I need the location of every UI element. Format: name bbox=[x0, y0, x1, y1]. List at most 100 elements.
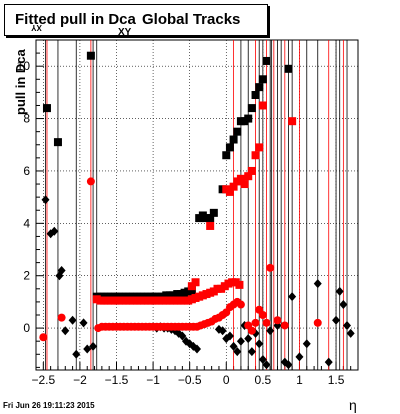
y-tick-label: 2 bbox=[23, 269, 30, 283]
data-point-diamond bbox=[225, 331, 234, 341]
data-point-circle bbox=[247, 326, 256, 335]
x-axis-label: η bbox=[349, 397, 357, 413]
x-tick-label: −1 bbox=[146, 373, 160, 387]
data-point-square bbox=[229, 182, 238, 191]
y-tick-label: 6 bbox=[23, 164, 30, 178]
data-point-diamond bbox=[335, 286, 344, 296]
title-rest: Global Tracks bbox=[142, 11, 241, 28]
data-point-diamond bbox=[233, 347, 242, 357]
data-point-square bbox=[284, 64, 293, 73]
data-point-diamond bbox=[258, 355, 267, 365]
data-point-square bbox=[258, 75, 267, 84]
data-point-diamond bbox=[72, 349, 81, 359]
y-tick-label: 8 bbox=[23, 112, 30, 126]
data-point-diamond bbox=[178, 331, 187, 341]
data-point-diamond bbox=[346, 328, 355, 338]
data-point-square bbox=[244, 172, 253, 181]
timestamp-footer: Fri Jun 26 19:11:23 2015 bbox=[3, 401, 95, 410]
data-point-square bbox=[236, 174, 245, 183]
x-tick-label: −1.5 bbox=[105, 373, 129, 387]
data-point-square bbox=[191, 278, 200, 287]
y-tick-label: 0 bbox=[23, 321, 30, 335]
data-point-diamond bbox=[50, 226, 59, 236]
data-point-diamond bbox=[218, 326, 227, 336]
data-point-circle bbox=[262, 318, 271, 327]
data-point-diamond bbox=[89, 341, 98, 351]
data-point-circle bbox=[39, 333, 48, 342]
data-point-square bbox=[209, 208, 218, 217]
title-main: Fitted pull in Dca bbox=[15, 11, 136, 28]
data-point-diamond bbox=[332, 315, 341, 325]
x-tick-label: 0 bbox=[223, 373, 230, 387]
data-point-circle bbox=[313, 318, 322, 327]
plot-frame bbox=[35, 39, 359, 371]
data-point-square bbox=[235, 280, 244, 289]
data-point-square bbox=[206, 214, 215, 223]
y-axis-label-wrap: pull in Dca XY bbox=[12, 23, 42, 115]
data-point-diamond bbox=[313, 279, 322, 289]
data-point-square bbox=[258, 101, 267, 110]
data-point-diamond bbox=[68, 315, 77, 325]
x-tick-label: −0.5 bbox=[178, 373, 202, 387]
data-point-diamond bbox=[324, 357, 333, 367]
data-point-square bbox=[86, 51, 95, 60]
data-point-diamond bbox=[193, 344, 201, 354]
data-point-diamond bbox=[57, 265, 66, 275]
data-point-circle bbox=[266, 263, 275, 272]
data-point-diamond bbox=[288, 292, 297, 302]
data-point-diamond bbox=[229, 341, 238, 351]
data-point-circle bbox=[86, 177, 95, 186]
data-point-diamond bbox=[79, 318, 88, 328]
data-point-square bbox=[53, 138, 62, 147]
data-point-diamond bbox=[255, 339, 264, 349]
data-point-diamond bbox=[244, 334, 253, 344]
y-axis-label-subscript: XY bbox=[31, 23, 42, 33]
data-point-diamond bbox=[61, 326, 70, 336]
data-point-square bbox=[225, 143, 234, 152]
data-point-diamond bbox=[339, 300, 348, 310]
data-point-diamond bbox=[83, 344, 92, 354]
y-axis-label: pull in Dca bbox=[13, 49, 28, 115]
data-point-diamond bbox=[41, 195, 50, 205]
data-point-diamond bbox=[302, 339, 311, 349]
x-tick-label: −2 bbox=[73, 373, 87, 387]
data-point-diamond bbox=[295, 352, 304, 362]
data-point-diamond bbox=[266, 326, 275, 336]
data-point-circle bbox=[57, 313, 66, 322]
data-point-square bbox=[251, 151, 260, 160]
data-point-square bbox=[240, 180, 249, 189]
title-subscript: XY bbox=[118, 27, 132, 38]
data-point-square bbox=[225, 187, 234, 196]
data-point-square bbox=[255, 143, 264, 152]
data-point-square bbox=[229, 135, 238, 144]
data-point-circle bbox=[273, 316, 282, 325]
title-box: Fitted pull in Dca XY Global Tracks bbox=[4, 4, 268, 38]
data-point-diamond bbox=[247, 347, 256, 357]
data-point-square bbox=[247, 166, 256, 175]
x-tick-label: 0.5 bbox=[255, 373, 272, 387]
data-point-square bbox=[244, 114, 253, 123]
y-tick-label: 4 bbox=[23, 216, 30, 230]
data-point-diamond bbox=[343, 320, 352, 330]
data-point-square bbox=[251, 91, 260, 99]
data-point-diamond bbox=[284, 360, 293, 370]
data-point-square bbox=[247, 104, 256, 113]
data-point-square bbox=[42, 104, 51, 113]
data-point-square bbox=[206, 221, 215, 230]
data-point-square bbox=[233, 127, 242, 136]
data-point-square bbox=[262, 56, 271, 65]
data-point-circle bbox=[236, 300, 245, 309]
data-point-square bbox=[222, 151, 231, 160]
data-point-square bbox=[288, 117, 297, 126]
data-point-square bbox=[255, 83, 264, 92]
data-point-circle bbox=[251, 318, 260, 327]
x-tick-label: 1.5 bbox=[328, 373, 345, 387]
x-tick-label: 1 bbox=[296, 373, 303, 387]
x-tick-label: −2.5 bbox=[31, 373, 55, 387]
data-point-diamond bbox=[262, 360, 271, 370]
data-point-diamond bbox=[236, 336, 245, 346]
data-point-circle bbox=[280, 321, 289, 330]
data-point-circle bbox=[258, 311, 267, 319]
y-tick-label: 10 bbox=[17, 59, 31, 73]
